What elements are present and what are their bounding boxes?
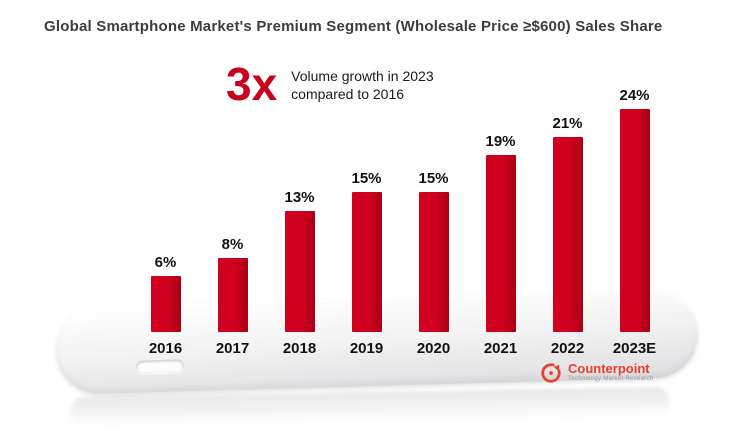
x-axis-label: 2022: [550, 340, 585, 357]
x-axis-label: 2021: [483, 340, 518, 357]
gauge-icon: [541, 363, 561, 383]
bar: [150, 276, 181, 332]
bar: [351, 192, 382, 332]
x-axis-label: 2017: [215, 340, 250, 357]
bar: [552, 137, 583, 332]
x-axis-label: 2018: [282, 340, 317, 357]
bar-column: 6% 2016: [132, 70, 199, 360]
x-axis-label: 2020: [416, 340, 451, 357]
counterpoint-logo: Counterpoint Technology Market Research: [540, 361, 654, 384]
x-axis-label: 2023E: [612, 340, 657, 357]
bar-value-label: 19%: [485, 133, 516, 150]
bar-value-label: 15%: [418, 170, 449, 187]
bar-value-label: 24%: [619, 87, 650, 104]
bar: [485, 155, 516, 332]
logo-name: Counterpoint: [568, 361, 650, 376]
bar-column: 15% 2019: [333, 70, 400, 360]
bar-column: 19% 2021: [467, 70, 534, 360]
bar-value-label: 6%: [154, 254, 177, 271]
logo-text: Counterpoint Technology Market Research: [568, 361, 654, 383]
bar-column: 21% 2022: [534, 70, 601, 360]
bar-value-label: 13%: [284, 189, 315, 206]
bar: [619, 109, 650, 332]
bar-column: 13% 2018: [266, 70, 333, 360]
bar: [284, 211, 315, 332]
annotation-multiplier: 3x: [226, 58, 278, 110]
logo-tagline: Technology Market Research: [568, 376, 654, 383]
bar-value-label: 8%: [221, 236, 244, 253]
x-axis-label: 2016: [148, 340, 183, 357]
chart-title: Global Smartphone Market's Premium Segme…: [44, 18, 663, 35]
annotation-line1: Volume growth in 2023: [291, 68, 434, 84]
bar-column: 8% 2017: [199, 70, 266, 360]
bar-chart: 6% 2016 8% 2017 13% 2018 15% 2019 15% 2020 19% 2021…: [132, 70, 668, 360]
bar-column: 24% 2023E: [601, 70, 668, 360]
phone-speaker-slot: [135, 359, 185, 374]
bar-column: 15% 2020: [400, 70, 467, 360]
annotation-line2: compared to 2016: [291, 85, 405, 102]
bar: [217, 258, 248, 332]
bar-value-label: 15%: [351, 170, 382, 187]
bar: [418, 192, 449, 332]
bar-value-label: 21%: [552, 115, 583, 132]
annotation: 3x Volume growth in 2023 compared to 201…: [226, 58, 434, 110]
annotation-text: Volume growth in 2023 compared to 2016: [291, 64, 433, 103]
x-axis-label: 2019: [349, 340, 384, 357]
phone-reflection: [69, 386, 671, 428]
